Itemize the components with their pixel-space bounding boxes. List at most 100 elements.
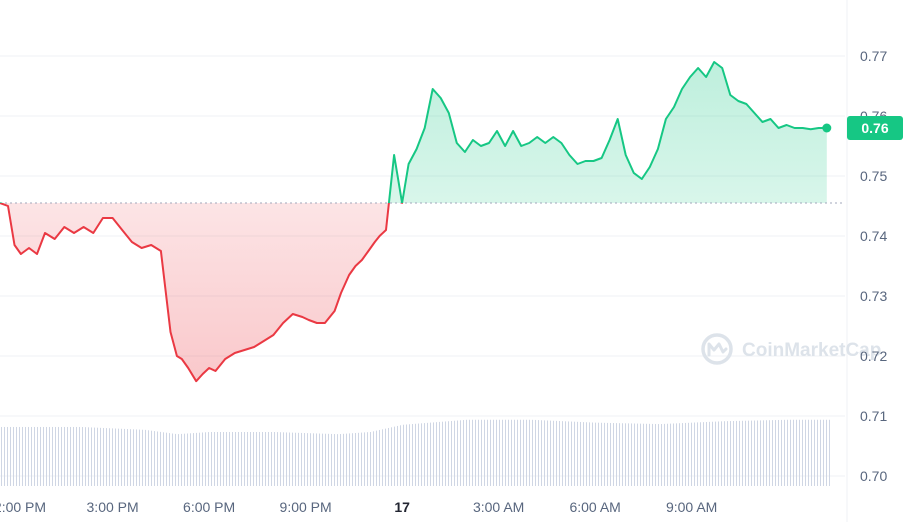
- volume-bar: [745, 420, 746, 486]
- volume-bar: [409, 424, 410, 486]
- x-tick-label: 12:00 PM: [0, 499, 46, 515]
- volume-bar: [388, 427, 389, 486]
- volume-bar: [697, 422, 698, 486]
- volume-bar: [622, 423, 623, 486]
- volume-bar: [658, 424, 659, 486]
- volume-bar: [403, 424, 404, 486]
- volume-bar: [40, 426, 41, 486]
- volume-bar: [406, 424, 407, 486]
- volume-bar: [214, 432, 215, 486]
- price-line: [0, 61, 827, 383]
- volume-bar: [688, 422, 689, 486]
- volume-bar: [706, 421, 707, 486]
- volume-bar: [565, 421, 566, 486]
- volume-bar: [766, 420, 767, 486]
- volume-bar: [781, 419, 782, 486]
- volume-bar: [73, 426, 74, 486]
- volume-bar: [586, 422, 587, 486]
- volume-bar: [58, 426, 59, 486]
- volume-bar: [553, 420, 554, 486]
- volume-bar: [604, 422, 605, 486]
- volume-bar: [244, 432, 245, 486]
- volume-bar: [319, 433, 320, 486]
- volume-bar: [817, 419, 818, 486]
- volume-bar: [715, 421, 716, 486]
- volume-bar: [499, 419, 500, 486]
- volume-bar: [223, 432, 224, 486]
- x-tick-label: 3:00 AM: [473, 499, 524, 515]
- volume-bar: [571, 421, 572, 486]
- volume-bar: [619, 423, 620, 486]
- price-line-down: [0, 203, 404, 383]
- volume-bar: [547, 420, 548, 486]
- volume-bar: [364, 432, 365, 486]
- volume-bar: [718, 421, 719, 486]
- volume-bar: [607, 422, 608, 486]
- volume-bar: [583, 422, 584, 486]
- volume-bar: [385, 428, 386, 486]
- last-price-dot: [822, 123, 832, 133]
- volume-bar: [1, 426, 2, 486]
- volume-bar: [229, 432, 230, 486]
- volume-bar: [730, 421, 731, 486]
- volume-bar: [64, 426, 65, 486]
- volume-bar: [814, 419, 815, 486]
- volume-bar: [202, 432, 203, 486]
- volume-bar: [247, 432, 248, 486]
- volume-bar: [157, 431, 158, 486]
- volume-bar: [163, 432, 164, 486]
- volume-bar: [625, 423, 626, 486]
- volume-bar: [472, 419, 473, 486]
- volume-bar: [508, 419, 509, 486]
- volume-bar: [826, 419, 827, 486]
- x-axis: 12:00 PM 3:00 PM 6:00 PM 9:00 PM 17 3:00 AM 6:…: [0, 499, 717, 515]
- volume-bar: [31, 426, 32, 486]
- volume-bar: [346, 433, 347, 486]
- volume-bar: [532, 419, 533, 486]
- volume-bar: [535, 419, 536, 486]
- volume-bar: [100, 427, 101, 486]
- volume-bar: [34, 426, 35, 486]
- volume-bar: [91, 427, 92, 486]
- volume-bar: [670, 423, 671, 486]
- volume-bar: [448, 421, 449, 486]
- y-tick-label: 0.71: [860, 408, 887, 424]
- volume-bar: [370, 431, 371, 486]
- coinmarketcap-watermark: CoinMarketCap: [701, 333, 881, 365]
- volume-bar: [496, 419, 497, 486]
- volume-bar: [436, 422, 437, 486]
- volume-bar: [52, 426, 53, 486]
- volume-bar: [322, 433, 323, 486]
- volume-bar: [298, 432, 299, 486]
- volume-bar: [589, 422, 590, 486]
- volume-bar: [772, 420, 773, 486]
- volume-bar: [94, 427, 95, 486]
- volume-bar: [640, 423, 641, 486]
- area-fill-up: [0, 62, 827, 203]
- volume-bar: [805, 419, 806, 486]
- current-price-label: 0.76: [861, 120, 888, 136]
- volume-bar: [25, 426, 26, 486]
- volume-bar: [328, 433, 329, 486]
- volume-bar: [235, 432, 236, 486]
- volume-bar: [145, 429, 146, 486]
- volume-bar: [49, 426, 50, 486]
- volume-bar: [439, 421, 440, 486]
- volume-bar: [694, 422, 695, 486]
- volume-bar: [331, 433, 332, 486]
- volume-bar: [523, 419, 524, 486]
- volume-bar: [115, 428, 116, 486]
- volume-bar: [271, 432, 272, 486]
- volume-bar: [220, 432, 221, 486]
- volume-bar: [700, 422, 701, 486]
- volume-bar: [43, 426, 44, 486]
- volume-bar: [295, 432, 296, 486]
- volume-bar: [106, 428, 107, 486]
- volume-bar: [460, 420, 461, 486]
- volume-bar: [85, 427, 86, 486]
- volume-bar: [433, 422, 434, 486]
- volume-bar: [325, 433, 326, 486]
- volume-bar: [172, 433, 173, 486]
- volume-bar: [190, 433, 191, 486]
- volume-bar: [514, 419, 515, 486]
